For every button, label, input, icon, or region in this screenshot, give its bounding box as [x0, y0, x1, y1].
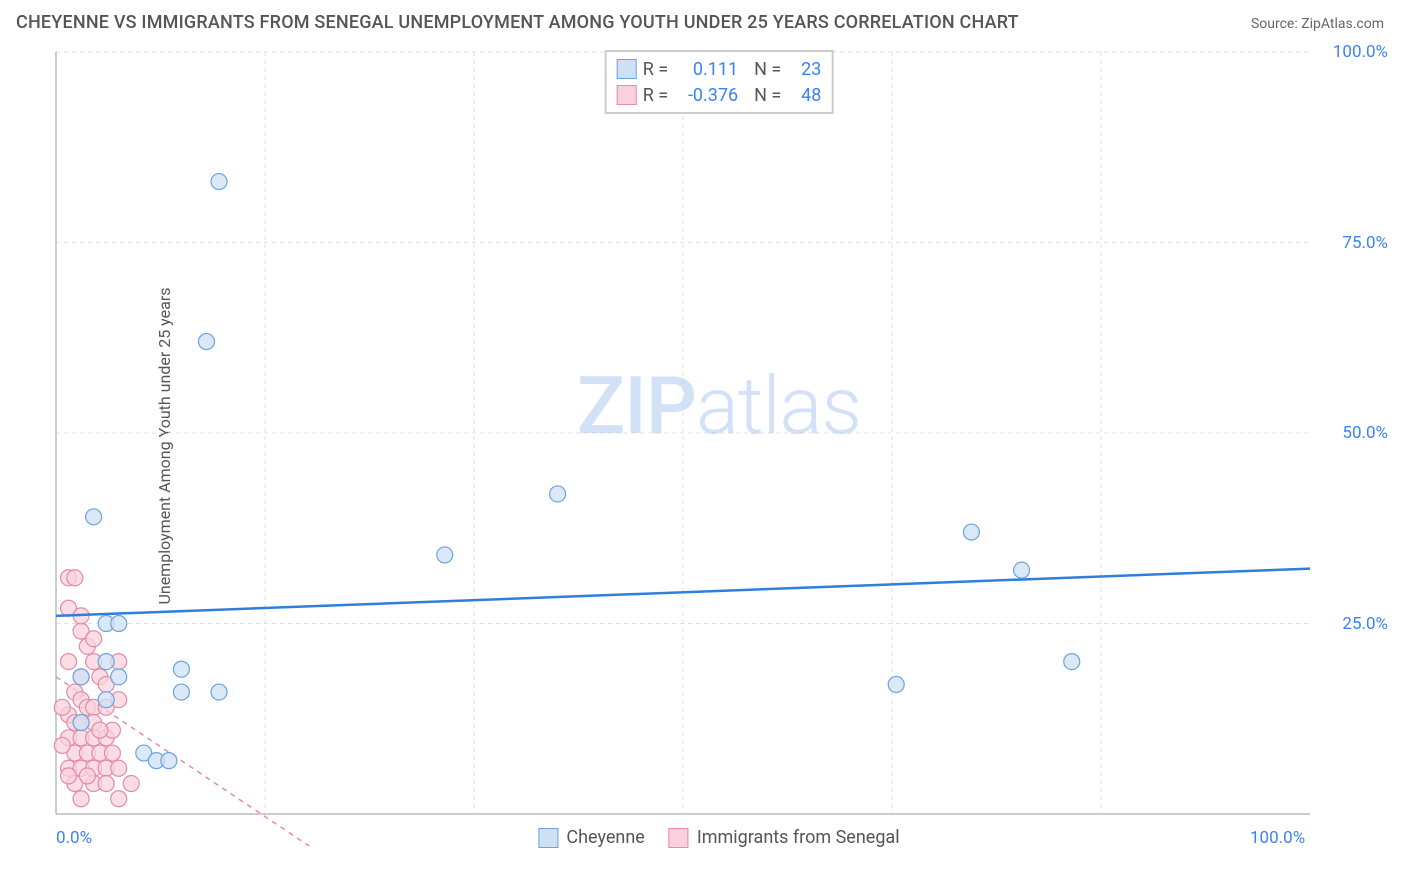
series-legend: Cheyenne Immigrants from Senegal — [538, 827, 899, 848]
header-row: CHEYENNE VS IMMIGRANTS FROM SENEGAL UNEM… — [0, 0, 1406, 33]
legend-r-value: 0.111 — [674, 59, 738, 80]
legend-r-label: R = — [643, 59, 668, 80]
legend-swatch — [617, 85, 637, 105]
y-tick-label: 75.0% — [1342, 233, 1388, 253]
x-tick-label: 0.0% — [56, 828, 92, 848]
legend-r-value: -0.376 — [674, 85, 738, 106]
legend-n-label: N = — [754, 85, 781, 106]
series-legend-label: Immigrants from Senegal — [697, 827, 900, 848]
y-tick-label: 100.0% — [1333, 42, 1388, 62]
correlation-legend-row: R = 0.111 N = 23 — [617, 56, 822, 82]
legend-swatch — [669, 828, 689, 848]
scatter-plot-svg — [50, 46, 1388, 846]
legend-swatch — [617, 59, 637, 79]
legend-n-value: 23 — [787, 59, 821, 80]
chart-container: CHEYENNE VS IMMIGRANTS FROM SENEGAL UNEM… — [0, 0, 1406, 892]
correlation-legend-row: R = -0.376 N = 48 — [617, 82, 822, 108]
legend-n-value: 48 — [787, 85, 821, 106]
legend-swatch — [538, 828, 558, 848]
legend-r-label: R = — [643, 85, 668, 106]
series-legend-item: Immigrants from Senegal — [669, 827, 900, 848]
chart-title: CHEYENNE VS IMMIGRANTS FROM SENEGAL UNEM… — [16, 12, 1019, 33]
source-label: Source: ZipAtlas.com — [1251, 16, 1384, 32]
series-legend-label: Cheyenne — [566, 827, 644, 848]
correlation-legend: R = 0.111 N = 23 R = -0.376 N = 48 — [605, 50, 834, 114]
x-tick-label: 100.0% — [1250, 828, 1305, 848]
y-tick-label: 50.0% — [1342, 423, 1388, 443]
plot-area: ZIPatlas R =0.111N =23R =-0.376N =48 Che… — [50, 46, 1388, 846]
series-legend-item: Cheyenne — [538, 827, 644, 848]
legend-n-label: N = — [754, 59, 781, 80]
y-tick-label: 25.0% — [1342, 614, 1388, 634]
